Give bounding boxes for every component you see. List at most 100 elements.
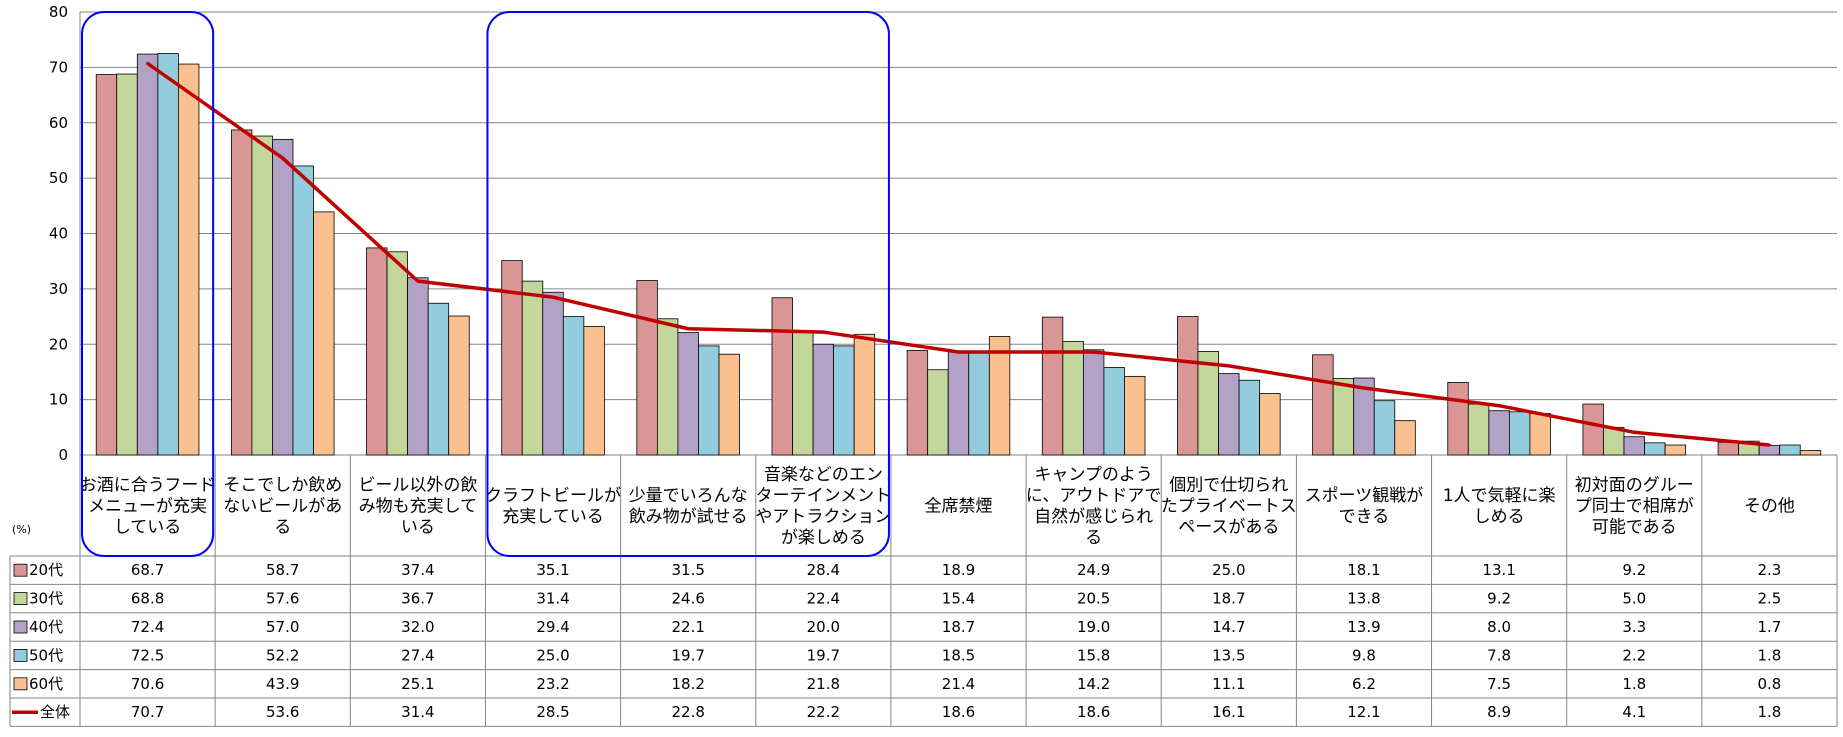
data-label: 20.5	[1077, 590, 1110, 608]
category-label: る	[274, 518, 291, 538]
data-label: 9.2	[1622, 561, 1646, 579]
bar	[542, 291, 564, 456]
category-label: メニューが充実	[88, 497, 207, 517]
bar	[251, 135, 273, 456]
data-label: 27.4	[401, 646, 434, 664]
data-label: 72.4	[131, 618, 164, 636]
category-label: できる	[1339, 507, 1390, 527]
total-point	[416, 279, 420, 283]
category-label: お酒に合うフード	[80, 476, 216, 496]
category-label: 飲み物が試せる	[629, 507, 748, 527]
total-line-series	[146, 61, 1771, 447]
bar	[95, 74, 118, 456]
bar	[366, 247, 388, 456]
legend-swatch	[13, 592, 28, 605]
bar	[1603, 426, 1625, 456]
y-tick-label: 60	[49, 114, 68, 132]
bar	[698, 345, 720, 456]
bar	[1394, 420, 1416, 456]
bar	[1644, 442, 1666, 456]
bar	[386, 251, 409, 456]
data-label: 70.7	[131, 703, 164, 721]
bar	[1259, 393, 1281, 456]
axes: 0 10 20 30 40 50 60 70 80	[49, 3, 81, 464]
data-label: 13.8	[1347, 590, 1380, 608]
category-label: キャンプのよう	[1034, 465, 1153, 485]
data-label: 28.4	[807, 561, 840, 579]
data-label: 1.7	[1757, 618, 1781, 636]
total-point	[821, 330, 825, 334]
data-label: 22.4	[807, 590, 840, 608]
data-label: 15.4	[942, 590, 975, 608]
bar	[1312, 354, 1334, 456]
bar	[1124, 375, 1146, 456]
category-label: 音楽などのエン	[764, 465, 883, 485]
data-label: 8.0	[1487, 618, 1511, 636]
bar	[906, 349, 929, 456]
data-label: 7.5	[1487, 675, 1511, 693]
bar	[157, 53, 179, 456]
category-label: が楽しめる	[781, 528, 866, 548]
total-point	[1632, 430, 1636, 434]
data-label: 36.7	[401, 590, 434, 608]
category-label: 全席禁煙	[925, 497, 993, 517]
data-label: 21.4	[942, 675, 975, 693]
data-label: 13.1	[1482, 561, 1515, 579]
category-label: いる	[401, 518, 435, 538]
category-label: 自然が感じられ	[1034, 507, 1153, 527]
data-label: 1.8	[1622, 675, 1646, 693]
data-label: 4.1	[1622, 703, 1646, 721]
y-tick-label: 10	[49, 391, 68, 409]
total-point	[1767, 443, 1771, 447]
legend-swatch	[13, 620, 28, 634]
data-label: 24.6	[671, 590, 704, 608]
total-point	[551, 295, 555, 299]
data-label: 68.8	[131, 590, 164, 608]
bar	[177, 63, 200, 456]
bar	[136, 53, 159, 456]
total-point	[146, 61, 150, 65]
data-label: 58.7	[266, 561, 299, 579]
bar	[427, 302, 450, 456]
bar	[927, 369, 949, 456]
bar	[1218, 373, 1240, 456]
bars	[95, 53, 1822, 456]
data-label: 1.8	[1757, 703, 1781, 721]
data-label: 19.0	[1077, 618, 1110, 636]
bar	[1664, 444, 1687, 456]
legend-label: 50代	[29, 646, 63, 664]
category-label: している	[114, 518, 182, 538]
bar	[407, 277, 429, 456]
data-label: 18.7	[1212, 590, 1245, 608]
bar	[853, 333, 876, 456]
bar	[1332, 378, 1355, 456]
total-point	[957, 350, 960, 354]
bar	[1062, 341, 1084, 456]
bar	[116, 73, 138, 456]
data-label: 15.8	[1077, 646, 1110, 664]
category-label: しめる	[1474, 507, 1525, 527]
category-label: ビール以外の飲	[358, 476, 477, 496]
data-label: 18.9	[942, 561, 975, 579]
data-label: 5.0	[1622, 590, 1646, 608]
legend-swatch	[13, 649, 28, 662]
bar	[947, 351, 970, 456]
bar	[1582, 403, 1604, 456]
data-label: 72.5	[131, 646, 164, 664]
category-label: に、アウトドアで	[1026, 486, 1162, 506]
category-label: スポーツ観戦が	[1305, 486, 1424, 506]
data-label: 9.8	[1352, 646, 1376, 664]
bar	[583, 326, 605, 456]
data-label: 14.7	[1212, 618, 1245, 636]
data-label: 11.1	[1212, 675, 1245, 693]
category-label: 初対面のグルー	[1575, 476, 1694, 496]
total-point	[1227, 364, 1231, 368]
data-label: 19.7	[807, 646, 840, 664]
bar	[230, 129, 253, 456]
data-label: 18.7	[942, 618, 975, 636]
data-label: 31.5	[671, 561, 704, 579]
y-tick-label: 40	[49, 225, 68, 243]
bar	[1488, 410, 1510, 456]
